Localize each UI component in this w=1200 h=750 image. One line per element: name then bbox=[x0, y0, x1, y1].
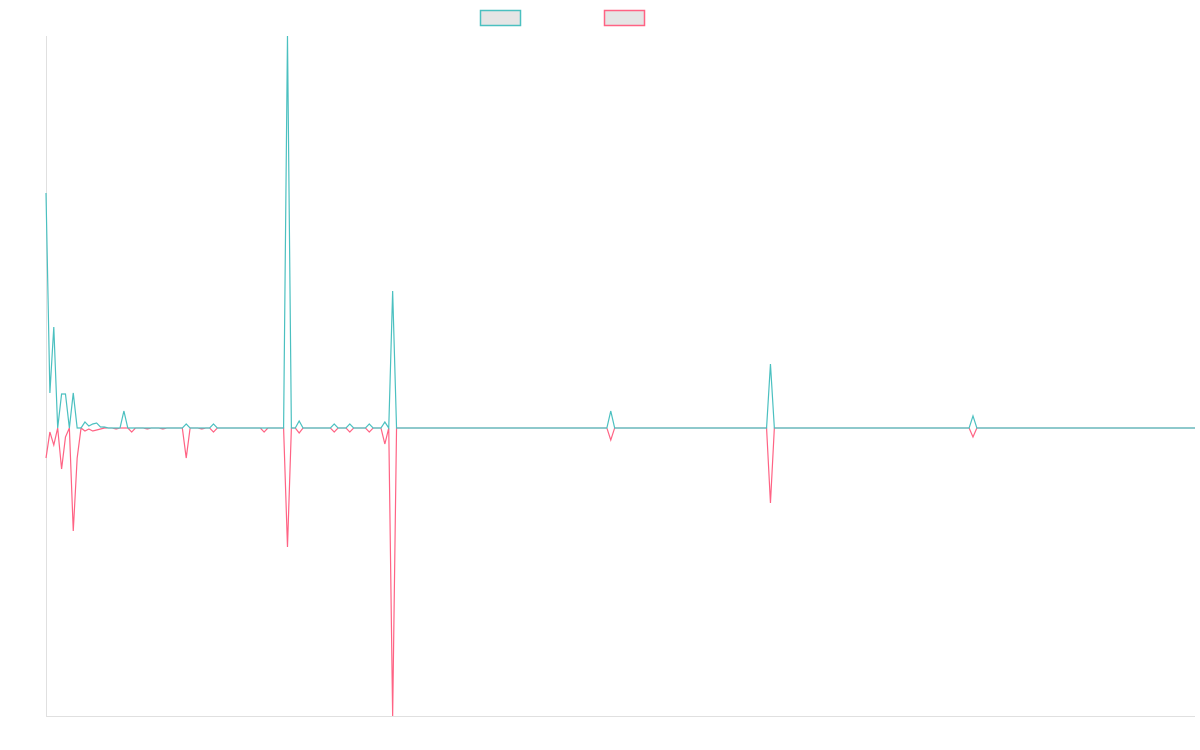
legend-swatch-0[interactable] bbox=[479, 9, 522, 27]
legend-swatch-1[interactable] bbox=[603, 9, 646, 27]
series-line-0 bbox=[45, 35, 1195, 430]
legend bbox=[479, 9, 646, 27]
series-line-1 bbox=[45, 426, 1195, 717]
series-layer bbox=[45, 35, 1195, 717]
